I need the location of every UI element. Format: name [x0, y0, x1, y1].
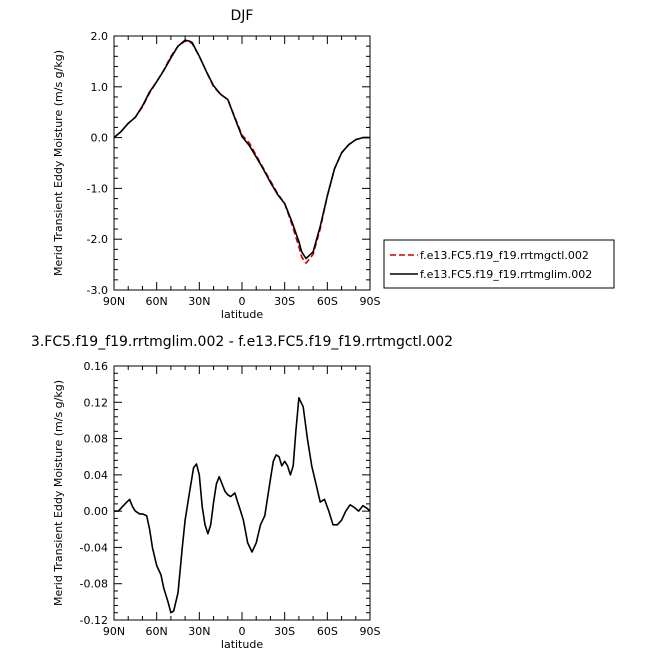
x-tick-label: 90N — [103, 625, 125, 638]
y-tick-label: 2.0 — [91, 30, 109, 43]
y-tick-label: 0.12 — [84, 396, 109, 409]
x-tick-label: 30S — [274, 625, 295, 638]
x-tick-label: 30N — [188, 295, 210, 308]
y-tick-label: -1.0 — [87, 182, 108, 195]
x-tick-label: 60S — [317, 625, 338, 638]
y-tick-label: 1.0 — [91, 81, 109, 94]
x-tick-label: 90S — [360, 625, 381, 638]
y-tick-label: -3.0 — [87, 284, 108, 297]
x-tick-label: 60N — [146, 625, 168, 638]
panel1-frame — [113, 35, 371, 291]
y-tick-label: -0.12 — [80, 614, 108, 627]
x-tick-label: 90S — [360, 295, 381, 308]
panel2-y-axis-label: Merid Transient Eddy Moisture (m/s g/kg) — [52, 380, 65, 606]
x-tick-label: 60S — [317, 295, 338, 308]
legend-box — [383, 239, 615, 289]
y-tick-label: 0.00 — [84, 505, 109, 518]
x-tick-label: 30N — [188, 625, 210, 638]
panel1-x-axis-label: latitude — [221, 308, 263, 321]
y-tick-label: -2.0 — [87, 233, 108, 246]
legend-entry: f.e13.FC5.f19_f19.rrtmgctl.002 — [420, 249, 589, 262]
x-tick-label: 0 — [239, 295, 246, 308]
panel1-series-line-1 — [113, 40, 370, 264]
panel1-title: DJF — [231, 8, 254, 24]
y-tick-label: 0.08 — [84, 433, 109, 446]
y-tick-label: -0.04 — [80, 541, 108, 554]
y-tick-label: 0.04 — [84, 469, 109, 482]
y-tick-label: 0.16 — [84, 360, 109, 373]
x-tick-label: 60N — [146, 295, 168, 308]
panel2-series-line-1 — [114, 396, 371, 614]
x-tick-label: 90N — [103, 295, 125, 308]
y-tick-label: -0.08 — [80, 578, 108, 591]
panel2-title: 3.FC5.f19_f19.rrtmglim.002 - f.e13.FC5.f… — [31, 334, 453, 350]
panel1-series-line-2 — [113, 39, 370, 260]
panel1-y-axis-label: Merid Transient Eddy Moisture (m/s g/kg) — [52, 50, 65, 276]
x-tick-label: 30S — [274, 295, 295, 308]
legend-entry: f.e13.FC5.f19_f19.rrtmglim.002 — [420, 268, 592, 281]
y-tick-label: 0.0 — [91, 132, 109, 145]
panel2-x-axis-label: latitude — [221, 638, 263, 651]
x-tick-label: 0 — [239, 625, 246, 638]
panel2-frame — [113, 365, 371, 621]
